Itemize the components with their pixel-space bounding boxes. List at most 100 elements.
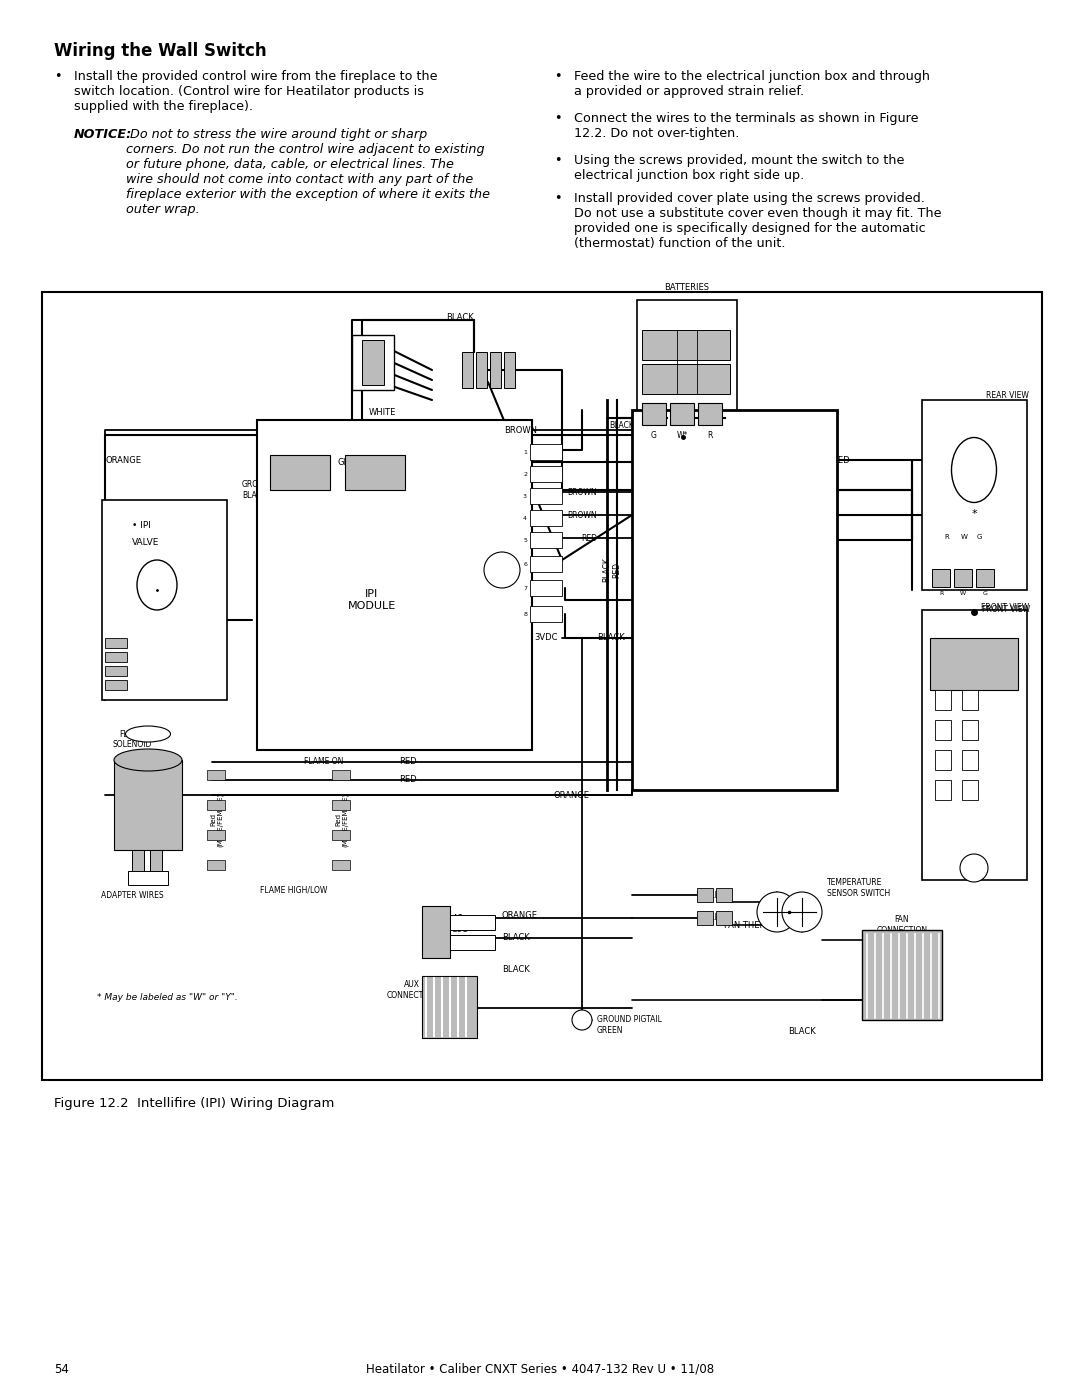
Bar bbox=[490, 352, 501, 388]
Text: GROUND
BLACK: GROUND BLACK bbox=[242, 481, 276, 500]
Text: ORANGE: ORANGE bbox=[105, 455, 141, 464]
Bar bbox=[207, 830, 225, 840]
Text: Install the provided control wire from the fireplace to the
switch location. (Co: Install the provided control wire from t… bbox=[75, 70, 437, 113]
Text: BROWN: BROWN bbox=[567, 510, 597, 520]
Text: Using the screws provided, mount the switch to the
electrical junction box right: Using the screws provided, mount the swi… bbox=[573, 154, 904, 182]
Bar bbox=[922, 610, 1027, 880]
Bar bbox=[698, 402, 723, 425]
Bar bbox=[930, 638, 1018, 690]
Bar bbox=[935, 780, 951, 800]
Text: TEMPERATURE
SENSOR SWITCH: TEMPERATURE SENSOR SWITCH bbox=[827, 879, 890, 898]
Ellipse shape bbox=[125, 726, 171, 742]
Ellipse shape bbox=[951, 437, 997, 503]
Text: FAN
CONNECTION: FAN CONNECTION bbox=[877, 915, 928, 935]
Text: FLAME
SOLENOID: FLAME SOLENOID bbox=[112, 731, 151, 749]
Text: Feed the wire to the electrical junction box and through
a provided or approved : Feed the wire to the electrical junction… bbox=[573, 70, 930, 98]
Bar bbox=[530, 510, 562, 527]
Bar bbox=[332, 800, 350, 810]
Text: FAN THERMOSTAT: FAN THERMOSTAT bbox=[725, 921, 799, 929]
Text: G: G bbox=[651, 432, 657, 440]
Text: ADAPTER WIRES: ADAPTER WIRES bbox=[100, 890, 163, 900]
Circle shape bbox=[572, 1010, 592, 1030]
Text: 5: 5 bbox=[523, 538, 527, 542]
Text: FRONT VIEW: FRONT VIEW bbox=[981, 604, 1029, 612]
Text: 2: 2 bbox=[523, 472, 527, 476]
Bar bbox=[132, 849, 144, 875]
Text: ORANGE: ORANGE bbox=[502, 911, 538, 919]
Bar bbox=[962, 690, 978, 710]
Text: •: • bbox=[153, 580, 160, 590]
Text: Do not to stress the wire around tight or sharp
corners. Do not run the control : Do not to stress the wire around tight o… bbox=[126, 129, 490, 217]
Text: RED: RED bbox=[399, 757, 417, 767]
Circle shape bbox=[757, 893, 797, 932]
Ellipse shape bbox=[114, 749, 183, 771]
Text: 7: 7 bbox=[523, 585, 527, 591]
Text: •: • bbox=[554, 112, 562, 124]
Circle shape bbox=[782, 893, 822, 932]
Bar bbox=[102, 500, 227, 700]
Text: 6: 6 bbox=[523, 562, 527, 567]
Bar bbox=[476, 352, 487, 388]
Text: RED: RED bbox=[399, 775, 417, 785]
Text: *: * bbox=[971, 509, 976, 520]
Bar bbox=[962, 780, 978, 800]
Text: BLACK: BLACK bbox=[788, 1028, 815, 1037]
Text: G: G bbox=[976, 534, 982, 541]
Text: W: W bbox=[960, 591, 967, 597]
Bar bbox=[530, 532, 562, 548]
Bar bbox=[954, 569, 972, 587]
Bar bbox=[962, 750, 978, 770]
Text: O: O bbox=[967, 461, 982, 479]
Text: FLAME HIGH/LOW: FLAME HIGH/LOW bbox=[260, 886, 327, 894]
Bar bbox=[716, 888, 732, 902]
Text: NOTICE:: NOTICE: bbox=[75, 129, 132, 141]
Text: RED: RED bbox=[581, 534, 597, 542]
Bar bbox=[935, 690, 951, 710]
Bar bbox=[976, 569, 994, 587]
Text: 62: 62 bbox=[966, 658, 983, 671]
Text: IPI
MODULE: IPI MODULE bbox=[348, 590, 396, 610]
Bar bbox=[697, 888, 713, 902]
Bar bbox=[362, 339, 384, 386]
Text: 4: 4 bbox=[523, 515, 527, 521]
Bar bbox=[935, 719, 951, 740]
Text: AUX
CONNECTION: AUX CONNECTION bbox=[387, 981, 437, 1000]
Text: 1: 1 bbox=[523, 450, 527, 454]
Text: WHITE: WHITE bbox=[368, 408, 395, 416]
Bar bbox=[922, 400, 1027, 590]
Text: Red
(MALE/FEMALE): Red (MALE/FEMALE) bbox=[211, 793, 224, 847]
Bar bbox=[530, 444, 562, 460]
Bar bbox=[270, 455, 330, 490]
Text: BLACK: BLACK bbox=[609, 420, 634, 429]
Text: Heatilator • Caliber CNXT Series • 4047-132 Rev U • 11/08: Heatilator • Caliber CNXT Series • 4047-… bbox=[366, 1363, 714, 1376]
Text: GROUND PIGTAIL
GREEN: GROUND PIGTAIL GREEN bbox=[597, 1016, 662, 1035]
Text: W*: W* bbox=[676, 432, 688, 440]
Bar bbox=[450, 935, 495, 950]
Bar bbox=[504, 352, 515, 388]
Text: GREEN: GREEN bbox=[337, 457, 366, 467]
Text: R: R bbox=[945, 534, 949, 541]
Bar bbox=[105, 680, 127, 690]
Text: • IPI: • IPI bbox=[132, 521, 151, 529]
Text: BLACK: BLACK bbox=[603, 557, 611, 583]
Text: W: W bbox=[960, 534, 968, 541]
Ellipse shape bbox=[137, 560, 177, 610]
Text: YELLOW: YELLOW bbox=[702, 914, 733, 922]
Text: RED: RED bbox=[612, 562, 621, 578]
Bar bbox=[697, 911, 713, 925]
Bar bbox=[352, 335, 394, 390]
Text: GREEN: GREEN bbox=[747, 500, 777, 510]
Text: FRONT VIEW: FRONT VIEW bbox=[982, 605, 1030, 615]
Circle shape bbox=[960, 854, 988, 882]
Bar bbox=[637, 300, 737, 418]
Bar bbox=[422, 907, 450, 958]
Text: •: • bbox=[54, 70, 62, 82]
Text: •: • bbox=[554, 154, 562, 168]
Text: R: R bbox=[939, 591, 943, 597]
Text: BROWN: BROWN bbox=[567, 488, 597, 496]
Circle shape bbox=[484, 552, 519, 588]
Bar bbox=[105, 666, 127, 676]
Bar bbox=[530, 467, 562, 482]
Text: ORANGE: ORANGE bbox=[554, 791, 590, 799]
Bar bbox=[422, 977, 477, 1038]
